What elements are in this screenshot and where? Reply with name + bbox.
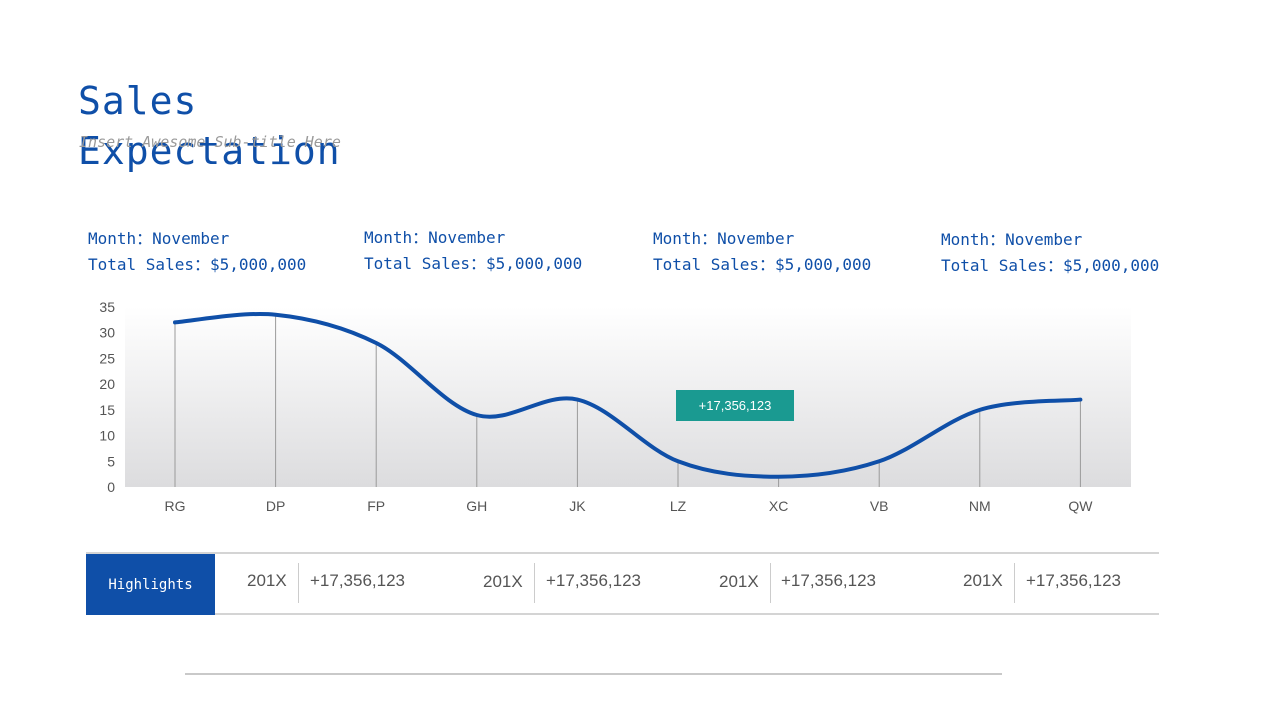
y-tick-label: 35 bbox=[99, 299, 115, 315]
page-title: Sales Expectation bbox=[78, 79, 341, 173]
x-tick-label: DP bbox=[266, 498, 285, 514]
y-axis: 0 5 10 15 20 25 30 35 bbox=[99, 299, 115, 495]
series-line bbox=[173, 312, 1083, 479]
y-tick-label: 0 bbox=[107, 479, 115, 495]
info-block-1: Month：November Total Sales：$5,000,000 bbox=[88, 226, 306, 278]
x-tick-label: XC bbox=[769, 498, 788, 514]
x-tick-label: GH bbox=[466, 498, 487, 514]
x-tick-label: RG bbox=[165, 498, 186, 514]
callout-label: +17,356,123 bbox=[676, 390, 794, 421]
y-tick-label: 10 bbox=[99, 428, 115, 444]
info-month: Month：November bbox=[653, 229, 795, 248]
highlight-year: 201X bbox=[963, 571, 1003, 590]
highlight-value: +17,356,123 bbox=[310, 571, 406, 590]
info-block-4: Month：November Total Sales：$5,000,000 bbox=[941, 227, 1159, 279]
info-total-sales: Total Sales：$5,000,000 bbox=[941, 256, 1160, 275]
plot-area bbox=[125, 307, 1131, 487]
info-total-sales: Total Sales：$5,000,000 bbox=[653, 255, 872, 274]
info-month: Month：November bbox=[941, 230, 1083, 249]
highlight-value: +17,356,123 bbox=[1026, 571, 1122, 590]
page-subtitle: Insert Awesome Sub-title Here bbox=[79, 133, 341, 151]
x-axis: RG DP FP GH JK LZ XC VB NM QW bbox=[165, 498, 1094, 514]
highlight-year: 201X bbox=[719, 572, 759, 591]
bottom-divider bbox=[185, 673, 1002, 675]
x-tick-label: QW bbox=[1068, 498, 1093, 514]
y-tick-label: 5 bbox=[107, 453, 115, 469]
y-tick-label: 15 bbox=[99, 402, 115, 418]
info-total-sales: Total Sales：$5,000,000 bbox=[88, 255, 307, 274]
info-block-3: Month：November Total Sales：$5,000,000 bbox=[653, 226, 871, 278]
y-tick-label: 20 bbox=[99, 376, 115, 392]
info-total-sales: Total Sales：$5,000,000 bbox=[364, 254, 583, 273]
drop-lines bbox=[174, 314, 1081, 487]
x-tick-label: LZ bbox=[670, 498, 687, 514]
highlight-value: +17,356,123 bbox=[781, 571, 877, 590]
y-tick-label: 30 bbox=[99, 325, 115, 341]
x-tick-label: VB bbox=[870, 498, 889, 514]
highlight-divider bbox=[298, 563, 299, 603]
highlight-divider bbox=[1014, 563, 1015, 603]
highlight-year: 201X bbox=[483, 572, 523, 591]
info-month: Month：November bbox=[88, 229, 230, 248]
highlight-divider bbox=[770, 563, 771, 603]
highlights-band bbox=[86, 552, 1159, 615]
info-month: Month：November bbox=[364, 228, 506, 247]
highlights-label: Highlights bbox=[86, 554, 215, 615]
x-tick-label: JK bbox=[569, 498, 586, 514]
x-tick-label: FP bbox=[367, 498, 385, 514]
highlight-year: 201X bbox=[247, 571, 287, 590]
y-tick-label: 25 bbox=[99, 350, 115, 366]
x-tick-label: NM bbox=[969, 498, 991, 514]
info-block-2: Month：November Total Sales：$5,000,000 bbox=[364, 225, 582, 277]
highlight-divider bbox=[534, 563, 535, 603]
highlight-value: +17,356,123 bbox=[546, 571, 642, 590]
